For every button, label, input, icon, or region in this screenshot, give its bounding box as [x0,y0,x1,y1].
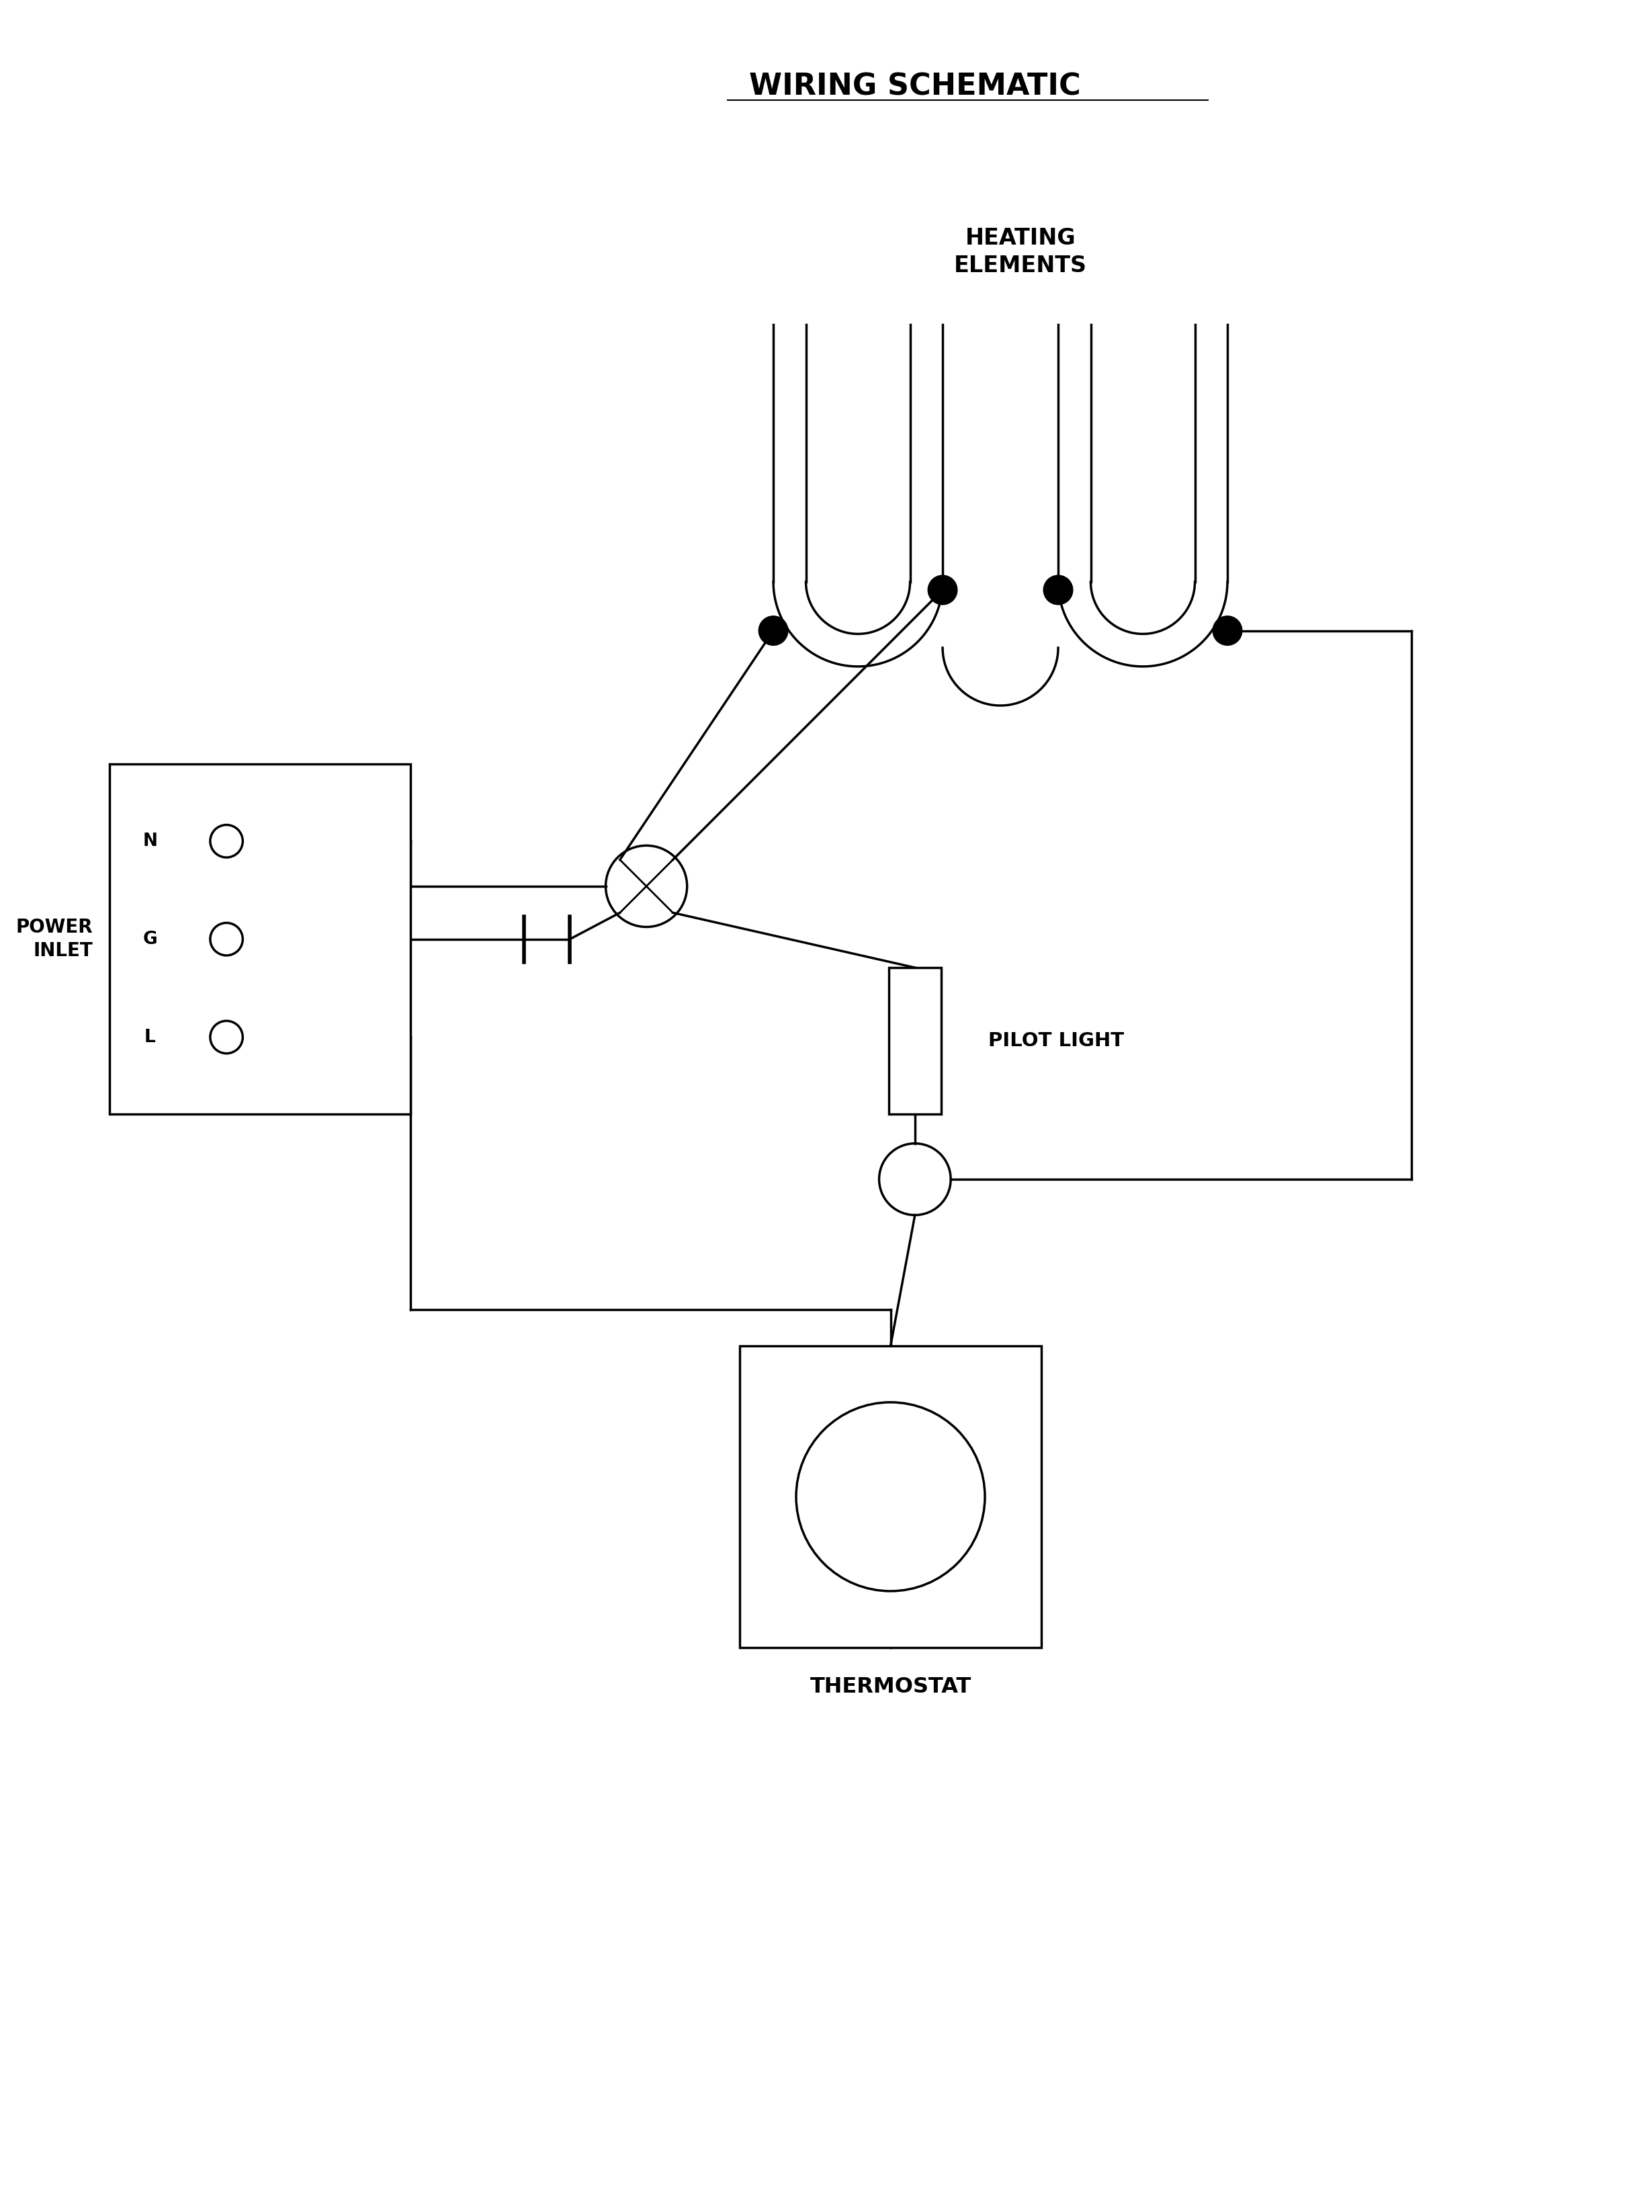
Bar [109,763,410,1115]
Text: PILOT LIGHT: PILOT LIGHT [988,1031,1123,1051]
Circle shape [928,575,957,604]
Text: L: L [144,1029,155,1046]
Bar [740,1347,1041,1648]
Text: N: N [142,832,157,849]
Text: WIRING SCHEMATIC: WIRING SCHEMATIC [748,73,1080,102]
Circle shape [1044,575,1072,604]
Circle shape [1213,615,1242,646]
Text: HEATING
ELEMENTS: HEATING ELEMENTS [955,228,1087,276]
Text: THERMOSTAT: THERMOSTAT [809,1677,971,1697]
Circle shape [758,615,788,646]
Text: G: G [142,931,157,949]
Bar [889,967,942,1115]
Text: POWER
INLET: POWER INLET [17,918,93,960]
